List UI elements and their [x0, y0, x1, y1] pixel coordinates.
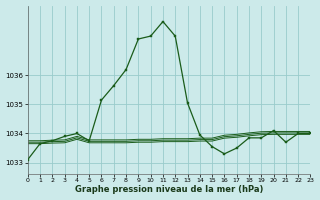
X-axis label: Graphe pression niveau de la mer (hPa): Graphe pression niveau de la mer (hPa) [75, 185, 263, 194]
